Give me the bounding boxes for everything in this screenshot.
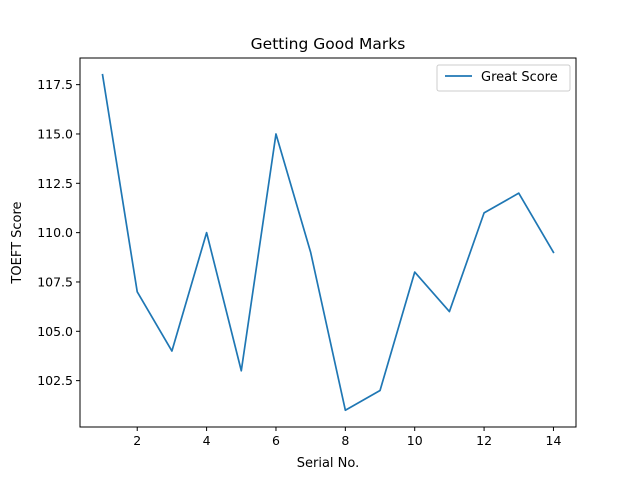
y-tick-label: 117.5: [37, 77, 73, 92]
y-tick-label: 107.5: [37, 274, 73, 289]
x-axis-label: Serial No.: [297, 456, 360, 471]
x-tick-label: 6: [272, 433, 280, 448]
plot-frame: [79, 57, 577, 428]
x-tick-label: 14: [546, 433, 562, 448]
x-tick-label: 4: [203, 433, 211, 448]
y-tick-label: 115.0: [37, 126, 73, 141]
chart-title: Getting Good Marks: [251, 35, 406, 53]
y-tick-label: 112.5: [37, 176, 73, 191]
y-tick-label: 110.0: [37, 225, 73, 240]
x-axis: 2 4 6 8 10 12 14: [133, 427, 561, 448]
plot-area: [79, 57, 577, 428]
x-tick-label: 10: [407, 433, 423, 448]
series-line-great-score: [101, 73, 555, 412]
series-layer: [101, 73, 555, 412]
legend: Great Score: [436, 64, 571, 92]
y-tick-label: 105.0: [37, 324, 73, 339]
y-tick-label: 102.5: [37, 373, 73, 388]
x-tick-label: 2: [133, 433, 141, 448]
legend-label-great-score: Great Score: [481, 70, 558, 85]
legend-box: [436, 64, 571, 92]
y-axis: 102.5 105.0 107.5 110.0 112.5 115.0 117.5: [37, 77, 80, 388]
x-tick-label: 8: [341, 433, 349, 448]
y-axis-label: TOEFT Score: [10, 201, 25, 284]
x-tick-label: 12: [476, 433, 492, 448]
